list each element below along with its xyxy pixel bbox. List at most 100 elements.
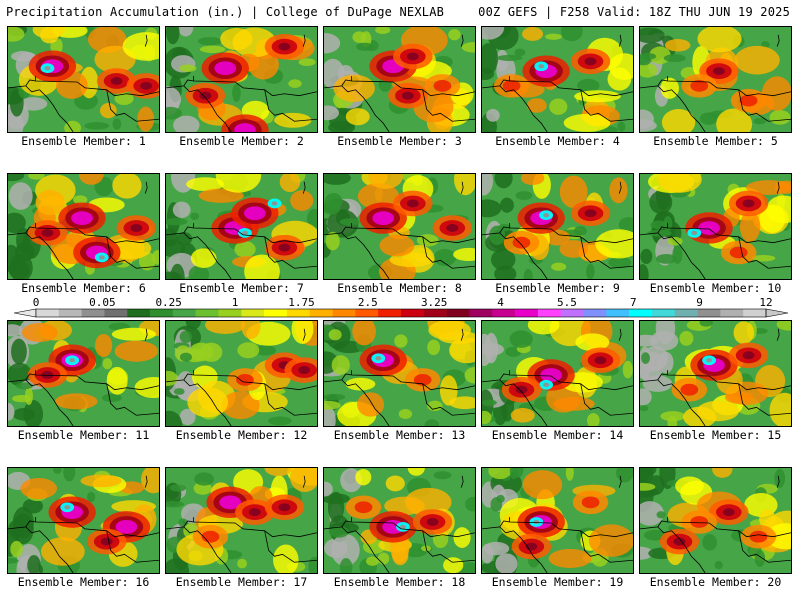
lake-outline [302, 34, 306, 47]
ensemble-map-5 [639, 26, 792, 133]
precip-blob [8, 182, 33, 210]
precip-blob [515, 385, 528, 394]
precip-blob [769, 392, 791, 426]
precip-blob [10, 540, 23, 558]
precip-blob [327, 491, 345, 523]
colorbar-tick-label: 4 [497, 296, 504, 309]
precip-blob [424, 419, 440, 426]
coastline [264, 89, 317, 122]
ensemble-map-17 [165, 467, 318, 574]
state-border [324, 373, 352, 383]
colorbar-tick-label: 12 [759, 296, 772, 309]
precip-blob [588, 524, 633, 557]
ensemble-member-label: Ensemble Member: 3 [337, 134, 462, 148]
state-border [640, 79, 668, 89]
precip-field [8, 174, 159, 279]
precip-blob [699, 321, 713, 327]
precip-blob [190, 212, 199, 221]
precip-blob [712, 468, 733, 478]
ensemble-member-label: Ensemble Member: 4 [495, 134, 620, 148]
precip-blob [176, 231, 193, 246]
coastline [106, 236, 159, 269]
precip-blob [640, 62, 658, 78]
precip-blob [399, 524, 406, 530]
colorbar-outline [35, 308, 767, 318]
precip-blob [166, 86, 182, 113]
state-border [324, 520, 352, 530]
precip-blob [166, 106, 182, 120]
precip-blob [220, 27, 253, 51]
lake-outline [618, 475, 622, 488]
lake-outline [144, 475, 148, 488]
ensemble-map-6 [7, 173, 160, 280]
precip-blob [166, 410, 183, 426]
precip-blob [279, 174, 301, 192]
colorbar-swatch [218, 309, 242, 317]
country-border [657, 232, 706, 279]
precip-blob [197, 37, 223, 46]
state-border [193, 370, 317, 391]
ensemble-member-label: Ensemble Member: 1 [21, 134, 146, 148]
precip-blob [664, 38, 691, 52]
precip-blob [20, 478, 58, 500]
precip-blob [453, 247, 475, 262]
precip-blob [352, 321, 376, 346]
lake-outline [460, 328, 464, 341]
precip-blob [221, 391, 260, 420]
lake-outline [302, 181, 306, 194]
precip-blob [328, 329, 342, 341]
precip-blob [166, 271, 182, 279]
precip-blob [102, 358, 113, 370]
precip-blob [739, 211, 761, 243]
precip-blob [357, 392, 385, 417]
colorbar-tick-label: 1 [232, 296, 239, 309]
precip-field [8, 27, 159, 132]
colorbar-swatch [81, 309, 105, 317]
ensemble-member-label: Ensemble Member: 8 [337, 281, 462, 295]
precip-blob [324, 200, 341, 215]
precip-blob [640, 119, 657, 132]
precip-blob [254, 345, 277, 356]
precip-blob [377, 552, 390, 565]
precip-blob [199, 45, 226, 54]
precip-blob [194, 472, 214, 486]
country-border [657, 526, 706, 573]
coastline [422, 236, 475, 269]
precip-blob [696, 400, 740, 422]
precip-blob [278, 42, 291, 51]
precip-blob [179, 408, 196, 426]
precip-blob [640, 546, 653, 560]
precip-blob [482, 541, 510, 556]
colorbar-swatch [58, 309, 82, 317]
coastline [738, 236, 791, 269]
lake-outline [460, 475, 464, 488]
precip-blob [352, 31, 367, 43]
precip-blob [484, 332, 499, 364]
precip-blob [510, 408, 535, 423]
precip-blob [166, 558, 189, 573]
precip-blob [214, 61, 237, 76]
precip-field [8, 321, 159, 426]
precip-blob [298, 366, 311, 374]
precip-blob [137, 106, 155, 132]
precip-blob [234, 123, 256, 132]
ensemble-member-label: Ensemble Member: 18 [333, 575, 466, 589]
precip-blob [8, 520, 24, 539]
country-border [183, 85, 232, 132]
precip-blob [713, 67, 725, 76]
precip-blob [185, 321, 201, 330]
colorbar-tick-label: 7 [630, 296, 637, 309]
precip-blob [538, 64, 545, 69]
country-border [183, 379, 232, 426]
precip-blob [640, 264, 649, 279]
precip-blob [278, 243, 291, 252]
precip-blob [199, 91, 212, 100]
precip-blob [24, 386, 33, 405]
colorbar-swatch [629, 309, 653, 317]
precip-blob [482, 174, 494, 196]
precip-blob [178, 27, 194, 37]
coastline [264, 236, 317, 269]
precip-blob [130, 224, 143, 232]
lake-outline [460, 34, 464, 47]
ensemble-map-16 [7, 467, 160, 574]
